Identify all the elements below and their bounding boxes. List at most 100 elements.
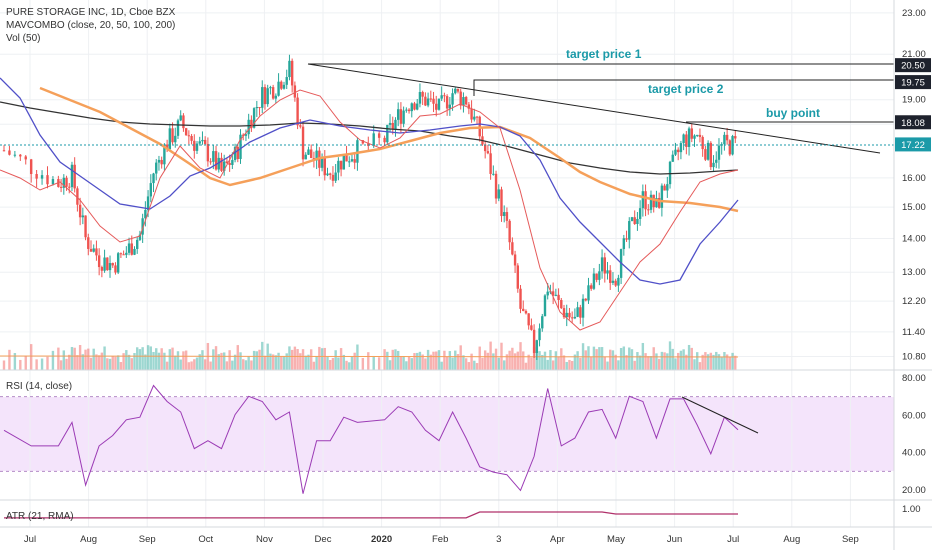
volume-bar	[68, 354, 71, 370]
candle-body	[29, 159, 33, 175]
candle-body	[103, 257, 106, 271]
candle-body	[372, 133, 375, 146]
candle-body	[551, 291, 555, 296]
volume-bar	[304, 355, 307, 370]
candle-body	[641, 191, 645, 209]
volume-bar	[728, 357, 732, 370]
volume-bar	[127, 354, 131, 370]
volume-bar	[511, 347, 514, 370]
volume-bar	[320, 348, 324, 370]
volume-bar	[396, 350, 400, 370]
candle-body	[579, 307, 582, 318]
volume-bar	[138, 349, 142, 370]
candle-body	[617, 277, 620, 286]
candle-body	[187, 135, 191, 137]
candle-body	[19, 154, 22, 157]
candle-body	[541, 316, 544, 329]
volume-bar	[470, 353, 473, 370]
volume-bar	[350, 356, 354, 370]
volume-bar	[209, 361, 212, 370]
candle-body	[685, 134, 688, 147]
volume-bar	[2, 360, 6, 370]
volume-bar	[70, 346, 74, 370]
candle-body	[155, 162, 158, 174]
time-tick-label: May	[607, 534, 625, 545]
rsi-legend: RSI (14, close)	[6, 381, 73, 392]
candle-body	[706, 142, 710, 160]
volume-bar	[600, 347, 604, 370]
candle-body	[59, 186, 63, 188]
candle-body	[353, 159, 356, 163]
candle-body	[674, 149, 677, 155]
candle-body	[130, 243, 133, 255]
candle-body	[179, 115, 182, 121]
candle-body	[625, 238, 628, 240]
volume-bar	[331, 357, 335, 370]
volume-bar	[111, 356, 114, 370]
candle-body	[628, 221, 631, 240]
annotation-buy-point: buy point	[766, 106, 820, 120]
volume-bar	[505, 354, 509, 370]
volume-bar	[231, 360, 234, 370]
candle-body	[46, 175, 49, 185]
volume-bar	[693, 359, 696, 370]
volume-bar	[160, 348, 163, 370]
volume-bar	[454, 350, 457, 370]
volume-bar	[217, 354, 220, 370]
volume-bar	[720, 356, 723, 370]
volume-bar	[402, 356, 405, 370]
candle-body	[337, 160, 340, 173]
volume-bar	[407, 356, 411, 370]
candle-body	[464, 97, 468, 105]
atr-legend: ATR (21, RMA)	[6, 511, 74, 522]
candle-body	[35, 174, 38, 179]
volume-bar	[89, 357, 93, 370]
volume-bar	[475, 363, 479, 370]
candle-body	[68, 186, 71, 188]
candle-body	[668, 161, 672, 185]
volume-bar	[456, 354, 460, 370]
price-tick-label: 21.00	[902, 49, 926, 60]
candle-body	[622, 238, 626, 250]
volume-bar	[274, 355, 278, 370]
candle-body	[554, 294, 558, 296]
volume-bar	[339, 348, 343, 370]
volume-bar	[421, 354, 424, 370]
volume-bar	[119, 362, 123, 370]
candle-body	[690, 128, 693, 139]
volume-bar	[576, 351, 579, 370]
annotation-target-2: target price 2	[648, 82, 724, 96]
volume-bar	[429, 354, 433, 370]
volume-bar	[280, 356, 283, 370]
candle-body	[138, 234, 142, 240]
candle-body	[500, 189, 503, 217]
volume-bar	[687, 344, 691, 370]
candle-body	[475, 116, 479, 118]
candle-body	[190, 136, 193, 141]
candle-body	[573, 316, 577, 319]
candle-body	[225, 161, 229, 163]
candle-body	[315, 150, 318, 161]
volume-bar	[57, 347, 60, 370]
volume-bar	[630, 349, 634, 370]
volume-bar	[326, 356, 329, 370]
candle-body	[698, 134, 702, 137]
candle-body	[231, 160, 234, 165]
price-tick-label: 16.00	[902, 173, 926, 184]
volume-bar	[65, 358, 68, 370]
volume-bar	[133, 353, 136, 370]
volume-bar	[247, 356, 250, 370]
volume-bars	[0, 341, 739, 370]
candle-body	[584, 298, 587, 301]
volume-bar	[647, 356, 650, 370]
candle-body	[182, 115, 185, 129]
mavcombo-legend: MAVCOMBO (close, 20, 50, 100, 200)	[6, 20, 176, 31]
volume-bar	[655, 353, 658, 370]
candle-body	[89, 248, 93, 252]
candle-body	[269, 87, 272, 89]
candle-body	[209, 161, 212, 163]
candle-body	[394, 119, 397, 130]
candle-body	[258, 107, 261, 109]
candle-body	[141, 218, 144, 235]
volume-bar	[464, 358, 468, 370]
